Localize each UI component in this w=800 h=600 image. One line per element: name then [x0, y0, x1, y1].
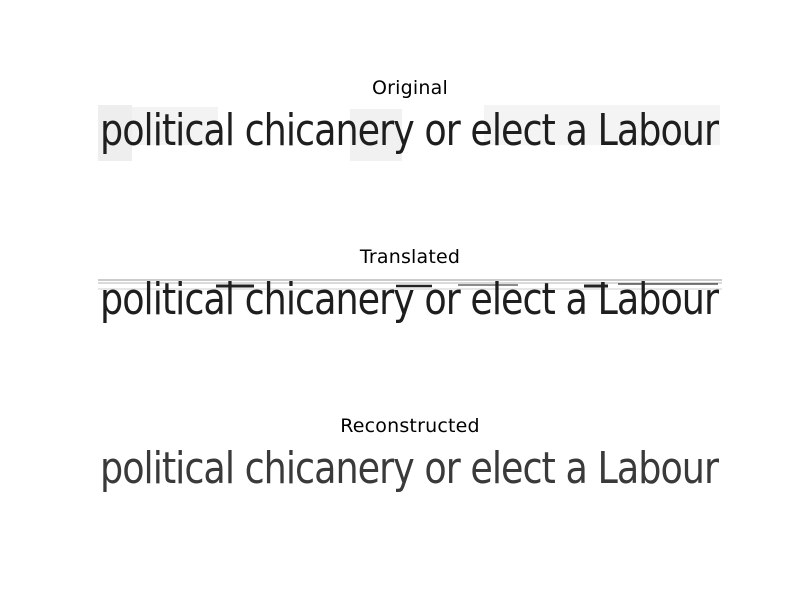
original-panel: Original political chicanery or elect a … [98, 75, 722, 165]
translated-title: Translated [359, 246, 461, 268]
reconstructed-handwriting-image: political chicanery or elect a Labour [98, 441, 722, 503]
translated-panel: Translated political chicanery or elect … [98, 244, 722, 334]
translated-handwriting-image: political chicanery or elect a Labour [98, 272, 722, 334]
original-handwriting-text: political chicanery or elect a Labour [100, 105, 720, 156]
reconstructed-handwriting-text: political chicanery or elect a Labour [100, 443, 720, 494]
original-handwriting-svg: political chicanery or elect a Labour [98, 105, 721, 161]
translated-handwriting-svg: political chicanery or elect a Labour [98, 274, 722, 325]
translated-handwriting-text: political chicanery or elect a Labour [100, 274, 720, 325]
reconstructed-panel: Reconstructed political chicanery or ele… [98, 413, 722, 503]
reconstructed-title: Reconstructed [340, 415, 480, 437]
original-handwriting-image: political chicanery or elect a Labour [98, 103, 722, 165]
reconstructed-handwriting-svg: political chicanery or elect a Labour [100, 443, 721, 494]
original-title: Original [372, 77, 448, 99]
